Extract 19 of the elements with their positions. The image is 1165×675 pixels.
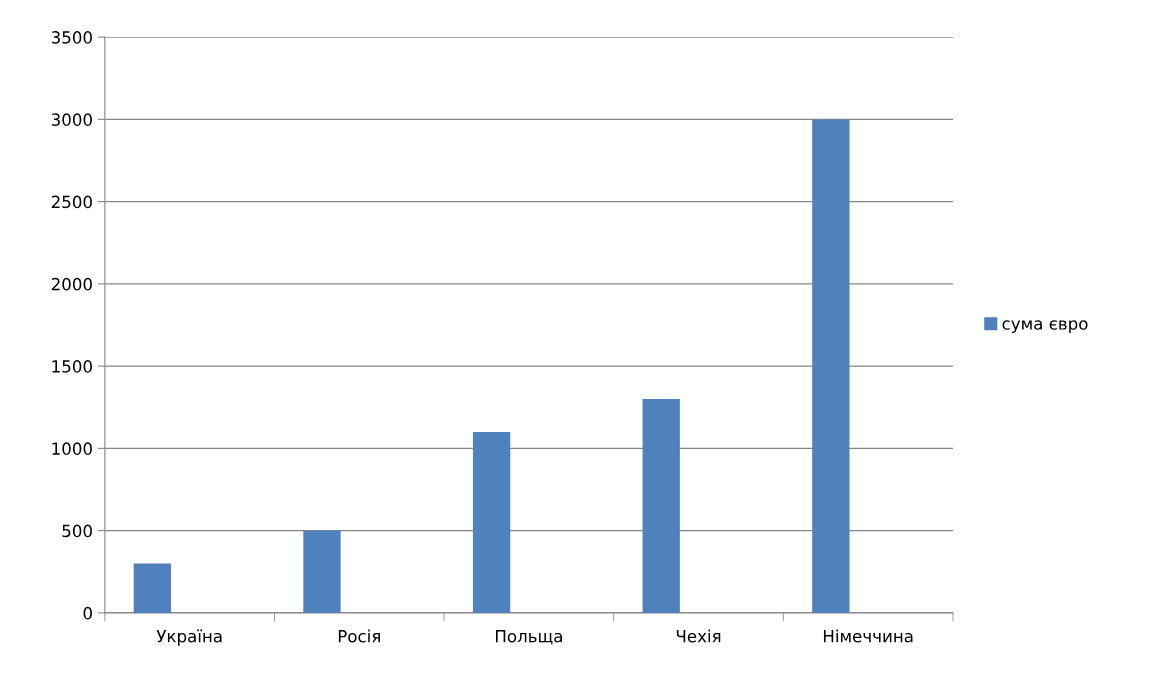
bar [812,119,850,613]
y-tick-label: 2000 [51,277,92,291]
x-tick-label: Німеччина [823,629,913,643]
x-tick-label: Чехія [676,629,721,643]
bar [133,563,171,613]
x-tick-label: Україна [156,629,222,646]
x-tick-label: Росія [338,629,380,643]
y-tick-label: 3000 [51,113,92,126]
y-tick-label: 0 [83,606,92,620]
y-tick-label: 1000 [52,442,92,455]
y-tick-label: 1500 [52,360,92,373]
bar [642,399,680,613]
bar [303,530,341,613]
x-tick-label: Польща [495,630,562,645]
y-tick-label: 2500 [51,195,92,209]
bar [472,431,511,613]
legend-label: сума євро [1002,320,1088,334]
y-tick-label: 500 [62,524,92,538]
y-tick-label: 3500 [51,31,92,44]
